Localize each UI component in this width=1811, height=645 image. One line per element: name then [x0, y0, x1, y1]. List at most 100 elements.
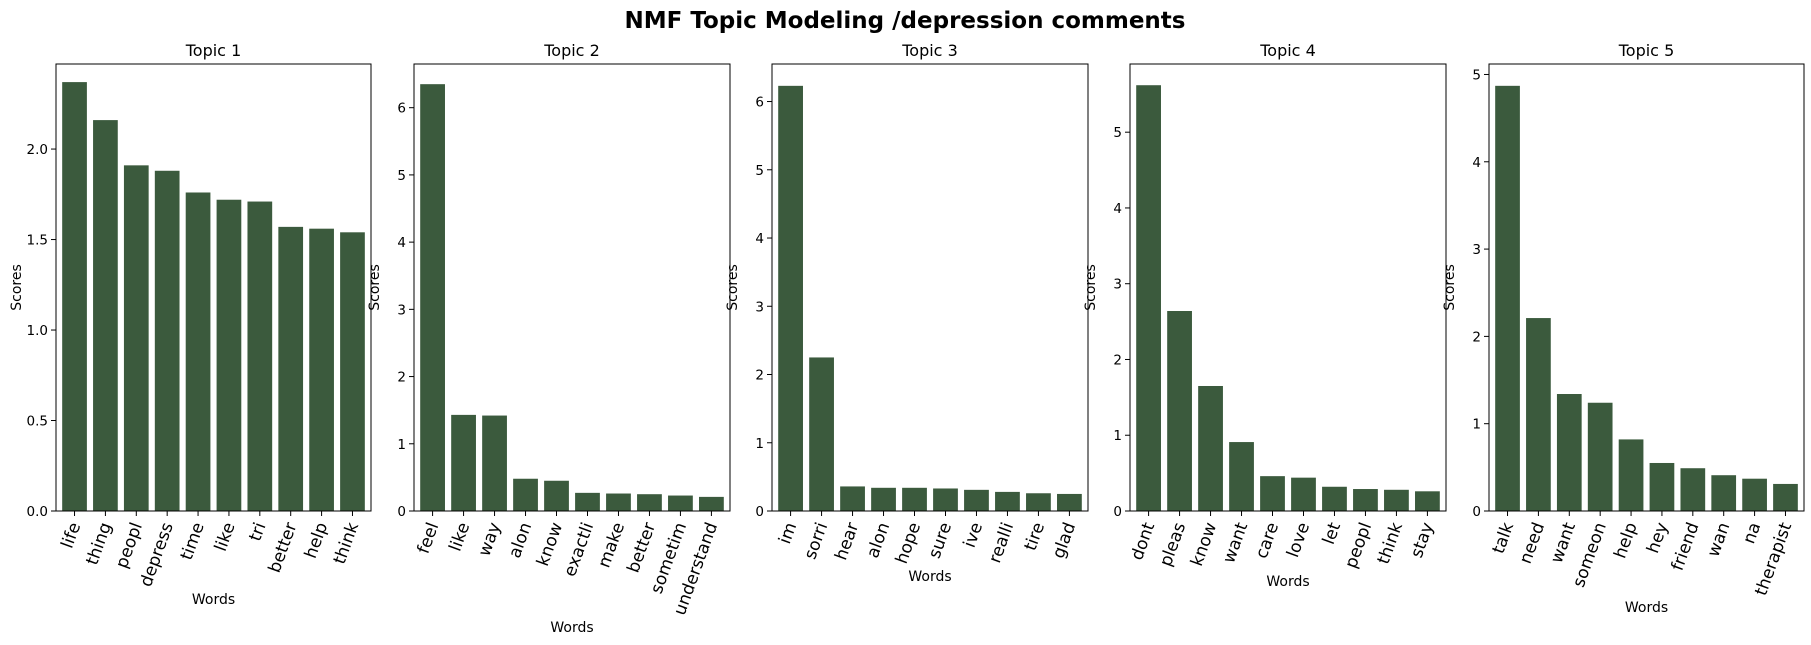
x-tick-label: like — [446, 520, 475, 554]
bar-stay — [1415, 491, 1440, 511]
y-tick-label: 1.5 — [27, 233, 48, 249]
bar-like — [451, 414, 476, 511]
x-tick-label: let — [1319, 520, 1345, 548]
x-tick-label: alon — [505, 520, 536, 561]
bar-alon — [513, 478, 538, 511]
y-tick-label: 1 — [755, 436, 764, 452]
x-tick-label: like — [211, 520, 240, 554]
y-tick-label: 2 — [1472, 329, 1481, 345]
bar-love — [1291, 477, 1316, 511]
bar-hey — [1649, 462, 1675, 511]
x-tick-label: friend — [1668, 520, 1704, 574]
bar-sorri — [809, 357, 834, 511]
y-tick-label: 5 — [1472, 67, 1481, 83]
x-tick-label: think — [1374, 520, 1407, 567]
y-axis-label: Scores — [9, 264, 25, 311]
x-tick-label: way — [475, 520, 506, 559]
bar-want — [1229, 442, 1254, 511]
bar-im — [778, 85, 803, 511]
panel-title: Topic 3 — [901, 41, 958, 60]
bar-hope — [902, 487, 927, 511]
y-tick-label: 1 — [1472, 417, 1481, 433]
bar-help — [1618, 439, 1644, 511]
bar-ive — [964, 489, 989, 511]
y-tick-label: 6 — [397, 101, 406, 117]
x-tick-label: know — [533, 520, 567, 569]
bar-want — [1556, 394, 1582, 511]
x-tick-label: feel — [414, 520, 444, 557]
axes-frame — [413, 63, 731, 512]
panel-title: Topic 5 — [1618, 41, 1675, 60]
bar-let — [1322, 486, 1347, 511]
y-tick-label: 4 — [755, 231, 764, 247]
bar-wan — [1711, 475, 1737, 511]
y-tick-label: 5 — [755, 163, 764, 179]
x-tick-label: stay — [1407, 520, 1438, 561]
x-tick-label: love — [1283, 520, 1314, 560]
x-tick-label: dont — [1127, 520, 1159, 563]
bar-tri — [247, 201, 273, 512]
x-tick-label: im — [775, 520, 801, 547]
x-tick-label: na — [1739, 520, 1765, 547]
y-axis-label: Scores — [367, 264, 383, 311]
x-tick-label: realli — [985, 520, 1018, 566]
figure-title: NMF Topic Modeling /depression comments — [625, 8, 1186, 34]
bar-peopl — [1353, 489, 1378, 511]
y-tick-label: 3 — [397, 302, 406, 318]
panel-title: Topic 4 — [1259, 41, 1316, 60]
x-tick-label: care — [1252, 520, 1283, 561]
y-tick-label: 0 — [397, 504, 406, 520]
y-tick-label: 5 — [397, 168, 406, 184]
x-tick-label: help — [1610, 520, 1641, 561]
bar-need — [1526, 318, 1551, 511]
x-tick-label: thing — [82, 520, 116, 568]
bar-sometim — [668, 495, 693, 511]
y-tick-label: 1 — [1113, 428, 1122, 444]
y-tick-label: 4 — [397, 235, 406, 251]
bar-talk — [1495, 85, 1520, 511]
x-axis-label: Words — [1266, 574, 1309, 590]
x-tick-label: hope — [892, 520, 925, 567]
x-tick-label: need — [1516, 520, 1549, 567]
bar-thing — [93, 120, 118, 511]
x-tick-label: better — [265, 520, 302, 576]
bar-care — [1260, 476, 1285, 511]
panel-title: Topic 2 — [543, 41, 600, 60]
x-tick-label: pleas — [1156, 520, 1190, 569]
x-axis-label: Words — [1625, 600, 1668, 616]
y-tick-label: 2.0 — [27, 142, 48, 158]
axes-frame — [55, 63, 372, 512]
bar-someon — [1587, 402, 1613, 511]
x-tick-label: hey — [1643, 520, 1672, 556]
bar-think — [340, 232, 365, 512]
x-tick-label: make — [594, 520, 629, 571]
x-tick-label: peopl — [1341, 520, 1376, 571]
y-tick-label: 6 — [755, 95, 764, 111]
y-tick-label: 5 — [1113, 125, 1122, 141]
y-tick-label: 0.0 — [27, 504, 48, 520]
y-tick-label: 1.0 — [27, 323, 48, 339]
x-tick-label: tire — [1021, 520, 1050, 554]
bar-life — [62, 82, 87, 511]
x-tick-label: talk — [1489, 520, 1519, 557]
x-axis-label: Words — [908, 569, 951, 585]
bar-therapist — [1773, 483, 1798, 511]
x-tick-label: alon — [863, 520, 894, 561]
y-tick-label: 1 — [397, 437, 406, 453]
bar-know — [1198, 385, 1223, 511]
y-tick-label: 3 — [755, 299, 764, 315]
bar-depress — [154, 170, 180, 511]
y-tick-label: 2 — [1113, 352, 1122, 368]
bar-na — [1742, 478, 1767, 511]
x-tick-label: wan — [1704, 520, 1735, 560]
bar-know — [544, 480, 569, 511]
axes-frame — [771, 63, 1089, 512]
x-tick-label: want — [1219, 520, 1252, 566]
x-tick-label: tri — [245, 520, 270, 544]
y-tick-label: 0.5 — [27, 414, 48, 430]
x-tick-label: peopl — [112, 520, 147, 571]
bar-friend — [1680, 468, 1706, 511]
bar-exactli — [575, 492, 600, 511]
x-axis-label: Words — [192, 592, 235, 608]
